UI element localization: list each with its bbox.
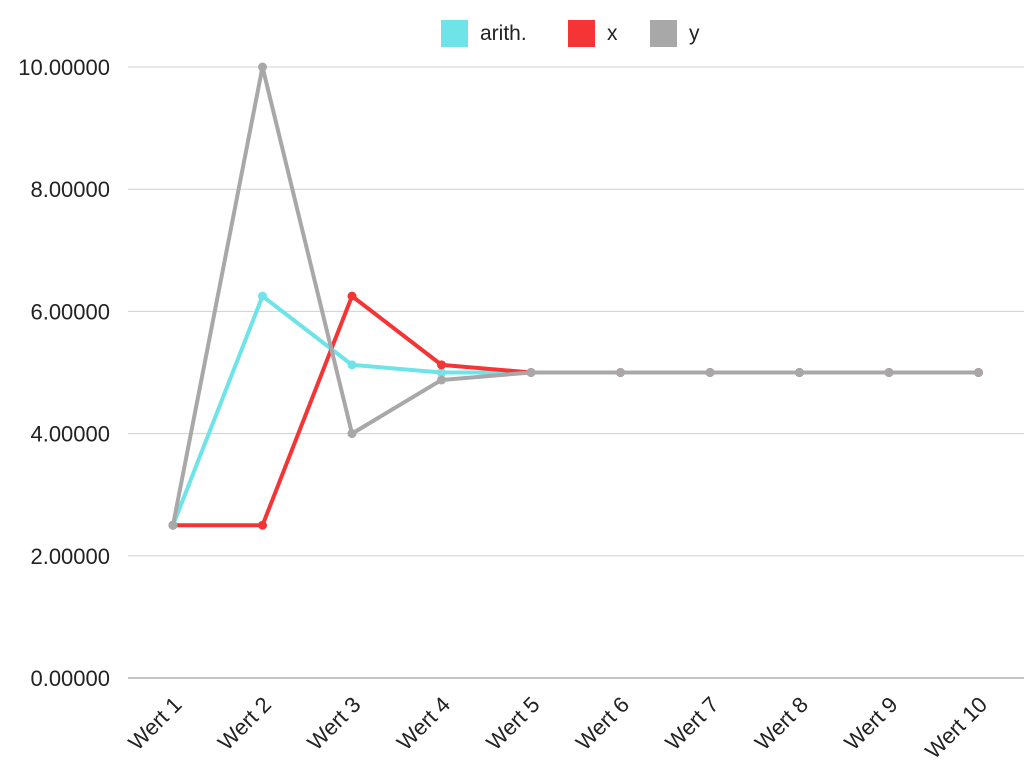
y-tick-label: 10.00000 (18, 55, 110, 80)
data-point (347, 360, 357, 370)
y-tick-label: 4.00000 (30, 422, 110, 447)
data-point (168, 520, 178, 530)
x-tick-label: Wert 4 (392, 692, 455, 755)
data-point (616, 368, 625, 377)
data-point (526, 368, 536, 377)
legend-label: arith. (480, 22, 527, 45)
data-point (437, 360, 446, 370)
series-line (171, 294, 981, 528)
y-tick-label: 6.00000 (30, 299, 110, 324)
legend-swatch (441, 20, 468, 47)
data-point (437, 375, 446, 385)
x-axis-tick-labels: Wert 1 Wert 2 Wert 3 Wert 4 Wert 5 Wert 6 Wert… (123, 692, 992, 764)
y-tick-label: 2.00000 (30, 544, 110, 569)
legend-label: x (607, 22, 618, 45)
data-point (705, 368, 715, 377)
series-0 (168, 291, 983, 530)
x-tick-label: Wert 3 (302, 692, 365, 755)
series-1 (168, 291, 983, 530)
series-line (171, 65, 981, 528)
data-point (437, 368, 446, 377)
legend-swatch (568, 20, 595, 47)
x-tick-label: Wert 9 (839, 692, 902, 755)
legend-label: y (689, 22, 700, 45)
y-tick-label: 8.00000 (30, 177, 110, 202)
x-tick-label: Wert 2 (213, 692, 276, 755)
data-point (258, 62, 267, 72)
gridlines (128, 66, 1024, 679)
x-tick-label: Wert 7 (660, 692, 723, 755)
data-point (974, 368, 983, 377)
y-axis-tick-labels: 0.00000 2.00000 4.00000 6.00000 8.00000 10.00… (18, 55, 110, 691)
series-lines (168, 62, 983, 530)
series-2 (168, 62, 983, 530)
data-point (258, 520, 267, 530)
y-tick-label: 0.00000 (30, 666, 110, 691)
data-point (347, 291, 357, 301)
x-tick-label: Wert 10 (920, 692, 992, 764)
x-tick-label: Wert 6 (571, 692, 634, 755)
data-point (258, 291, 267, 301)
series-line (171, 294, 981, 528)
data-point (795, 368, 804, 377)
x-tick-label: Wert 8 (750, 692, 813, 755)
legend-swatch (650, 20, 677, 47)
legend: arith. x y (441, 20, 700, 47)
data-point (347, 429, 357, 439)
x-tick-label: Wert 1 (123, 692, 186, 755)
x-tick-label: Wert 5 (481, 692, 544, 755)
data-point (884, 368, 894, 377)
